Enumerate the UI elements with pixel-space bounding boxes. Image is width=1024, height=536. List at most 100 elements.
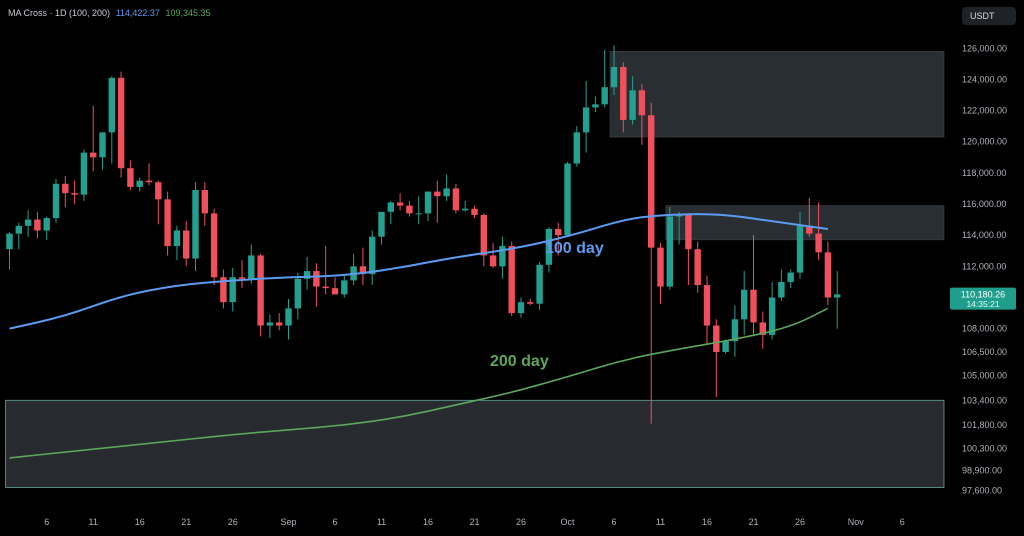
candle [276,313,283,331]
y-tick-label: 114,000.00 [962,230,1006,240]
candle-body [173,230,181,247]
candle [648,102,655,424]
y-tick-label: 126,000.00 [962,43,1007,53]
x-tick-label: Oct [560,517,575,527]
ma200-annotation: 200 day [490,353,549,370]
candle [657,242,664,304]
candle [387,200,394,225]
x-tick-label: 6 [611,517,616,527]
candle [462,200,469,212]
candle [313,263,320,307]
candle-body [406,205,413,214]
candle-body [536,264,543,304]
candle [685,213,692,286]
candle-body [424,191,432,214]
candle [787,269,794,289]
candle [117,71,125,178]
y-tick-label: 106,500.00 [962,347,1007,357]
candle-body [648,115,655,248]
candle [257,253,264,337]
candle-body [675,214,683,217]
candle-body [6,233,13,250]
candle-body [369,236,376,275]
candle [834,271,841,329]
candle-body [80,152,88,195]
candle [638,84,646,145]
candle [15,222,22,250]
candle-body [183,230,190,259]
y-tick-label: 120,000.00 [962,137,1007,147]
candle [424,191,432,222]
candle [731,305,739,357]
candle [415,196,422,225]
candle-body [555,228,562,236]
y-tick-label: 118,000.00 [962,168,1006,178]
ma200-value: 109,345.35 [165,8,211,18]
candle [173,225,181,261]
candle [815,202,822,261]
x-tick-label: 6 [44,517,49,527]
ma100-line [9,213,829,330]
candle-body [52,183,60,219]
candle [192,182,199,272]
candle-body [164,199,171,247]
candle [508,241,515,317]
candle-body [34,219,41,231]
candle-body [71,193,78,195]
candle-body [238,277,246,279]
candle-body [192,190,199,259]
candle [713,319,720,398]
candle [629,76,636,125]
candle [220,269,227,309]
candle [210,208,218,286]
candle [359,247,367,286]
candle-body [99,132,106,158]
candle-body [573,132,580,164]
candle [573,126,580,167]
x-tick-label: 16 [702,517,712,527]
candle-body [378,211,385,237]
candle-body [303,271,311,279]
candle [71,180,78,205]
candle-body [127,168,134,187]
x-tick-label: 26 [795,517,805,527]
candle-body [443,188,450,197]
candle [80,149,88,201]
candle [536,261,543,310]
x-tick-label: 6 [900,517,905,527]
candle-body [731,319,739,342]
candle [480,213,487,267]
candle-body [43,218,50,231]
candle-body [117,77,125,169]
candle-body [750,289,757,323]
candle-body [778,281,785,298]
candle-body [434,191,441,197]
candle-body [294,278,301,309]
currency-button[interactable]: USDT [962,7,1016,25]
candle-body [462,208,469,211]
y-tick-label: 112,000.00 [962,261,1006,271]
candle [90,105,97,172]
x-tick-label: 21 [748,517,758,527]
zone-rect-1 [609,51,945,138]
x-tick-label: 16 [135,517,145,527]
candle [145,163,153,186]
candle-body [341,280,348,295]
indicator-legend: MA Cross · 1D (100, 200) 114,422.37 109,… [8,8,214,18]
candle [610,45,618,95]
candle [266,314,274,338]
candle-body [508,246,515,314]
x-tick-label: 26 [516,517,526,527]
candle [489,242,497,268]
candle [285,299,292,340]
ma100-value: 114,422.37 [115,8,160,18]
candle [183,221,190,267]
candle-body [759,322,766,335]
candle [127,160,134,191]
candle [824,241,832,306]
candle-body [396,202,404,206]
candle [434,180,441,223]
candle-body [480,214,487,256]
